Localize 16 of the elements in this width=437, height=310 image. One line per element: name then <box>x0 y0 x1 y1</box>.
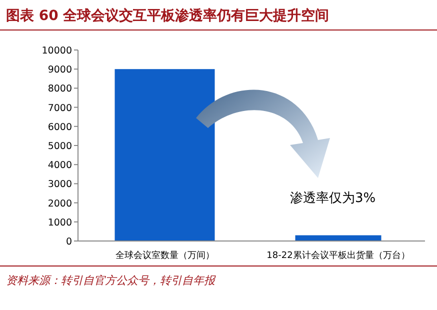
y-tick-label: 1000 <box>48 217 72 228</box>
y-tick-label: 9000 <box>48 64 72 76</box>
x-tick-label: 全球会议室数量（万间） <box>115 250 214 261</box>
y-tick-label: 2000 <box>48 198 72 210</box>
y-tick-label: 10000 <box>42 46 72 56</box>
y-tick-label: 8000 <box>48 84 72 95</box>
x-tick-label: 18-22累计会议平板出货量（万台） <box>266 250 410 261</box>
y-tick-label: 3000 <box>48 179 72 190</box>
y-tick-label: 4000 <box>48 160 72 172</box>
chart-title: 图表 60 全球会议交互平板渗透率仍有巨大提升空间 <box>6 7 330 24</box>
y-tick-label: 5000 <box>48 141 72 152</box>
text: 资料来源：转引自官方公众号，转引自年报 <box>6 274 216 287</box>
y-tick-label: 6000 <box>48 122 72 133</box>
y-tick-label: 7000 <box>48 102 72 114</box>
y-tick-label: 0 <box>66 236 72 248</box>
annotation: 渗透率仅为3% <box>290 190 376 206</box>
